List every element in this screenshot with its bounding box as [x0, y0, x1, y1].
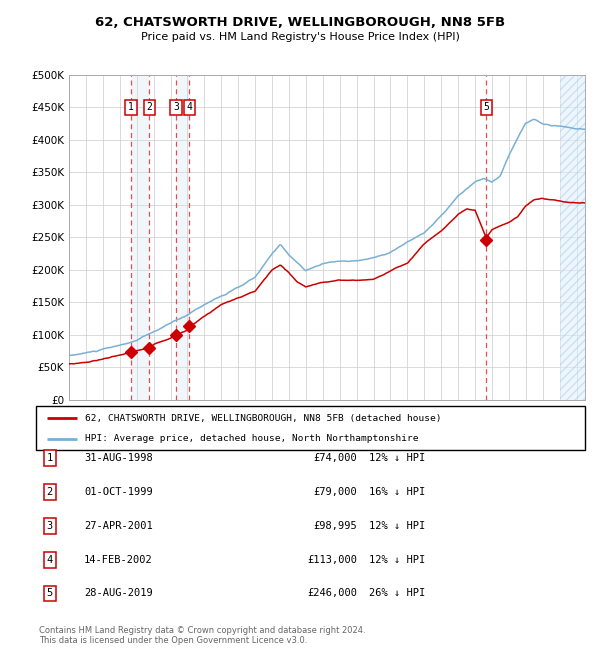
Text: 27-APR-2001: 27-APR-2001: [84, 521, 153, 531]
Text: 5: 5: [483, 102, 489, 112]
Text: 12% ↓ HPI: 12% ↓ HPI: [369, 554, 425, 565]
Text: 26% ↓ HPI: 26% ↓ HPI: [369, 588, 425, 599]
Text: 4: 4: [47, 554, 53, 565]
Text: 01-OCT-1999: 01-OCT-1999: [84, 487, 153, 497]
Text: 16% ↓ HPI: 16% ↓ HPI: [369, 487, 425, 497]
Text: 3: 3: [173, 102, 179, 112]
Text: 62, CHATSWORTH DRIVE, WELLINGBOROUGH, NN8 5FB (detached house): 62, CHATSWORTH DRIVE, WELLINGBOROUGH, NN…: [85, 414, 442, 423]
Text: 2: 2: [146, 102, 152, 112]
Text: HPI: Average price, detached house, North Northamptonshire: HPI: Average price, detached house, Nort…: [85, 434, 419, 443]
Text: £246,000: £246,000: [307, 588, 357, 599]
Text: 14-FEB-2002: 14-FEB-2002: [84, 554, 153, 565]
Text: £98,995: £98,995: [313, 521, 357, 531]
Text: Contains HM Land Registry data © Crown copyright and database right 2024.
This d: Contains HM Land Registry data © Crown c…: [39, 626, 365, 645]
Text: 3: 3: [47, 521, 53, 531]
Text: 12% ↓ HPI: 12% ↓ HPI: [369, 521, 425, 531]
Bar: [131, 75, 149, 400]
Text: 31-AUG-1998: 31-AUG-1998: [84, 453, 153, 463]
Bar: [560, 75, 585, 400]
Text: 5: 5: [47, 588, 53, 599]
Text: £79,000: £79,000: [313, 487, 357, 497]
Text: 1: 1: [47, 453, 53, 463]
Text: £113,000: £113,000: [307, 554, 357, 565]
Text: 1: 1: [128, 102, 134, 112]
Text: 62, CHATSWORTH DRIVE, WELLINGBOROUGH, NN8 5FB: 62, CHATSWORTH DRIVE, WELLINGBOROUGH, NN…: [95, 16, 505, 29]
Text: 2: 2: [47, 487, 53, 497]
Text: £74,000: £74,000: [313, 453, 357, 463]
Bar: [176, 75, 190, 400]
Text: 28-AUG-2019: 28-AUG-2019: [84, 588, 153, 599]
Text: 12% ↓ HPI: 12% ↓ HPI: [369, 453, 425, 463]
Text: Price paid vs. HM Land Registry's House Price Index (HPI): Price paid vs. HM Land Registry's House …: [140, 32, 460, 42]
Text: 4: 4: [187, 102, 193, 112]
